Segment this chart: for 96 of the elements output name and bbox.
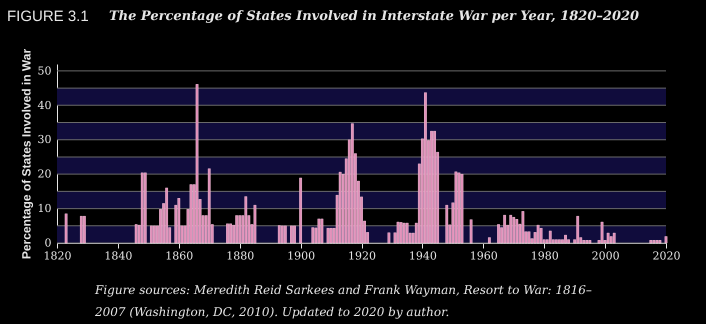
bar <box>540 228 543 244</box>
bar <box>317 218 320 244</box>
bar <box>606 232 610 244</box>
bar <box>554 239 558 244</box>
bar <box>244 196 248 244</box>
bar <box>284 226 287 244</box>
bar <box>548 230 552 244</box>
x-tick-label: 2000 <box>592 250 620 262</box>
bar <box>561 239 564 244</box>
bar <box>280 226 284 244</box>
bar <box>226 224 229 244</box>
text: 2007 (Washington, DC, 2010). Updated to 2020 by author. <box>94 305 450 319</box>
bar <box>190 184 192 244</box>
bar <box>652 240 656 244</box>
bar <box>564 234 567 244</box>
x-tick-label: 1940 <box>408 250 437 262</box>
bar <box>153 226 156 244</box>
bar <box>165 188 168 244</box>
bar <box>567 239 570 244</box>
bar <box>396 222 400 244</box>
bar <box>134 224 138 244</box>
x-tick-label: 1820 <box>44 250 72 262</box>
bar <box>509 214 512 244</box>
bar <box>208 168 211 244</box>
bar <box>497 224 500 244</box>
bar <box>649 240 652 244</box>
bar <box>424 92 427 244</box>
bar <box>612 232 616 244</box>
bar <box>582 240 586 244</box>
y-tick-label: 10 <box>38 202 52 216</box>
bar <box>512 216 516 244</box>
x-tick-label: 1880 <box>226 250 254 262</box>
bar <box>658 240 662 244</box>
bar <box>338 172 342 244</box>
bar <box>177 198 180 244</box>
chart-subtitle: The Percentage of States Involved in Interstate War per Year, 1820–2020 <box>109 9 640 24</box>
y-tick-label: 50 <box>38 64 52 78</box>
x-tick-label: 1980 <box>530 250 559 262</box>
bar <box>196 84 198 244</box>
bar <box>80 216 83 244</box>
y-tick-label: 0 <box>44 236 52 250</box>
bar <box>330 228 332 244</box>
bar <box>350 123 354 244</box>
bar <box>229 224 232 244</box>
bar <box>576 216 580 244</box>
bar <box>83 216 86 244</box>
y-axis-title: Percentage of States Involved in War <box>20 48 34 260</box>
bar <box>150 226 153 244</box>
x-tick-label: 2020 <box>652 250 680 262</box>
bar <box>406 222 409 244</box>
bar <box>445 204 448 244</box>
bar <box>433 130 436 244</box>
y-tick-label: 40 <box>38 98 52 112</box>
bar <box>299 178 302 244</box>
bar <box>528 231 530 244</box>
bar <box>664 236 668 244</box>
bar <box>460 174 464 244</box>
bar <box>458 172 460 244</box>
bar <box>235 215 238 244</box>
text: Figure sources: Meredith Reid Sarkees and Frank Wayman, Resort to War: 1816– <box>94 283 592 297</box>
bar <box>238 215 242 244</box>
bar <box>503 214 506 244</box>
bar <box>470 219 473 244</box>
bar <box>536 224 540 244</box>
x-tick-label: 1900 <box>287 250 316 262</box>
bar <box>254 204 256 244</box>
x-tick-label: 1960 <box>470 250 498 262</box>
bar <box>558 239 561 244</box>
bar <box>311 227 314 244</box>
x-tick-label: 1860 <box>165 250 194 262</box>
bar <box>278 225 281 244</box>
bar <box>655 240 658 244</box>
bar <box>430 130 433 244</box>
y-tick-label: 30 <box>38 133 52 146</box>
y-tick-label: 20 <box>38 168 52 181</box>
bar <box>293 226 296 244</box>
bar <box>400 222 402 244</box>
chart-title: FIGURE 3.1 <box>7 8 89 25</box>
x-tick-label: 1920 <box>348 250 376 262</box>
bar <box>320 218 324 244</box>
bar <box>144 172 147 244</box>
bar <box>610 236 613 244</box>
bar <box>488 237 491 244</box>
bar <box>140 172 144 244</box>
bar <box>600 222 604 244</box>
bar <box>454 172 458 244</box>
bar <box>588 240 592 244</box>
bar <box>388 232 390 244</box>
bar <box>402 222 406 244</box>
bar <box>326 228 330 244</box>
x-tick-label: 1840 <box>104 250 132 262</box>
bar <box>515 219 518 244</box>
bar <box>64 214 68 244</box>
bar <box>521 211 524 244</box>
bar <box>290 226 293 244</box>
bar <box>585 240 588 244</box>
